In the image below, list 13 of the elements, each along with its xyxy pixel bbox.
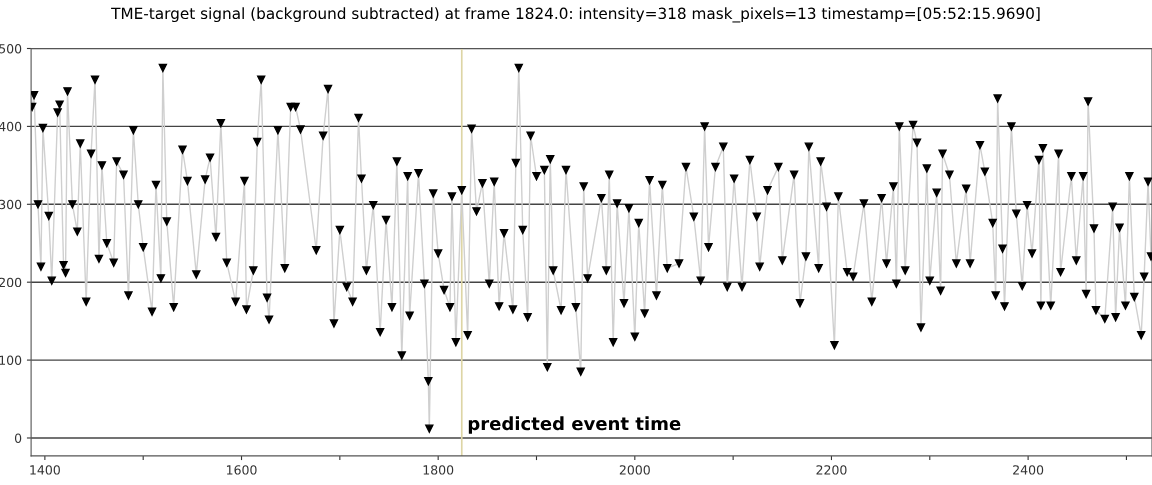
x-tick-label: 2200	[816, 465, 847, 475]
x-tick-label: 1800	[423, 465, 454, 475]
x-tick-label: 1400	[30, 465, 60, 475]
y-tick-label: 300	[0, 199, 22, 210]
y-tick-label: 0	[14, 433, 22, 443]
y-tick-label: 100	[0, 355, 22, 366]
y-tick-label: 500	[0, 43, 22, 54]
x-tick-label: 2400	[1013, 465, 1044, 475]
x-tick-label: 1600	[226, 465, 257, 475]
x-tick-label: 2000	[619, 465, 650, 475]
ref-line-label: predicted event time	[468, 416, 681, 434]
chart-title: TME-target signal (background subtracted) at frame 1824.0: intensity=318 mask_pixels=13 timestamp=[05:52:15.9690]	[111, 7, 1040, 23]
y-tick-label: 200	[0, 277, 22, 288]
